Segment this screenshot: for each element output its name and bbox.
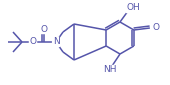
Text: NH: NH — [103, 66, 117, 74]
Text: N: N — [53, 37, 59, 46]
Text: O: O — [40, 24, 47, 33]
Text: OH: OH — [126, 3, 140, 12]
Text: O: O — [30, 37, 37, 46]
Text: O: O — [152, 23, 159, 32]
